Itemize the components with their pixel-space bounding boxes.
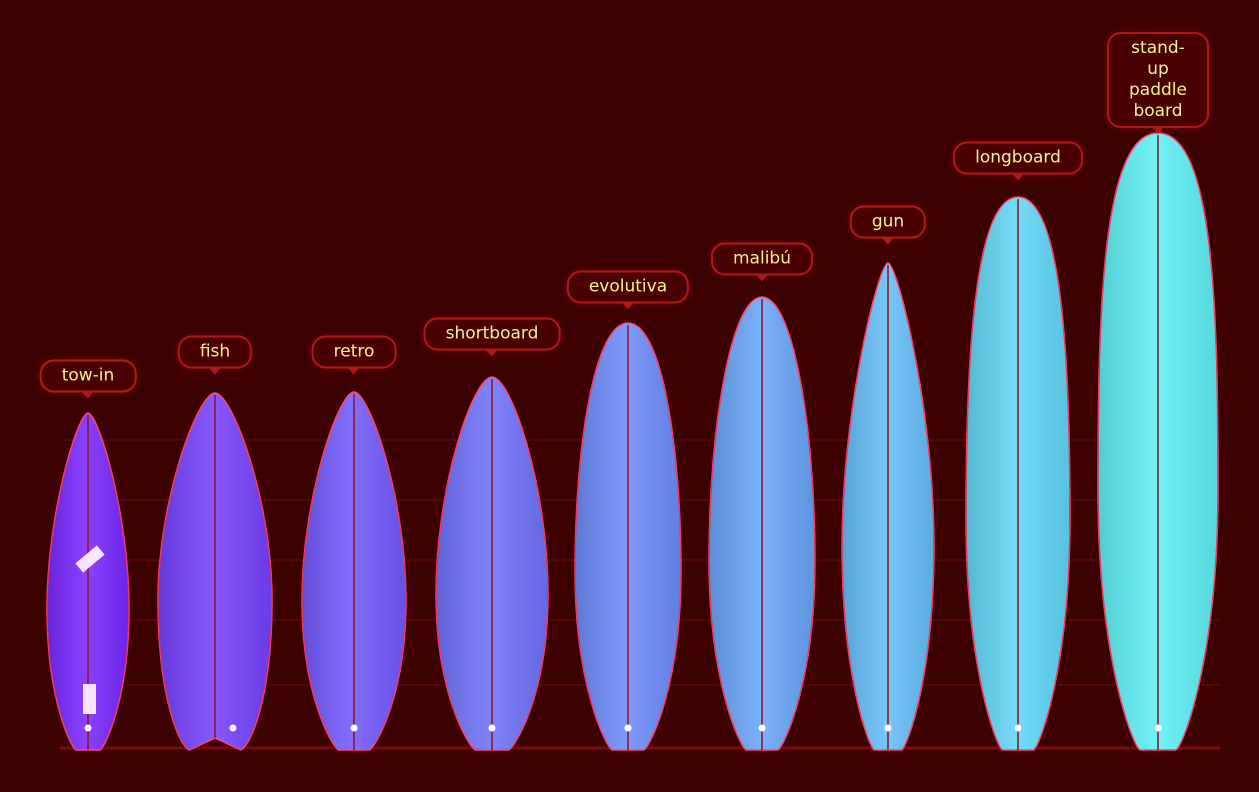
fin-plug — [1154, 724, 1162, 732]
board-label: evolutiva — [566, 270, 690, 310]
fin-plug — [350, 724, 358, 732]
fin-plug — [488, 724, 496, 732]
board-label: shortboard — [423, 317, 561, 357]
board-label: malibú — [711, 242, 813, 282]
board-label: longboard — [953, 141, 1083, 181]
surfboard — [157, 392, 273, 751]
board-label: retro — [311, 335, 397, 375]
surfboard — [46, 412, 130, 751]
board-label: stand-up paddle board — [1107, 32, 1209, 134]
surfboard — [841, 262, 935, 751]
surfboard — [574, 322, 682, 751]
surfboard — [965, 196, 1071, 751]
surfboard — [435, 376, 549, 751]
fin-plug — [229, 724, 237, 732]
board-label: fish — [177, 335, 253, 375]
surfboard — [1097, 132, 1219, 751]
strap — [83, 684, 96, 714]
fin-plug — [1014, 724, 1022, 732]
board-label: gun — [849, 205, 927, 245]
fin-plug — [624, 724, 632, 732]
fin-plug — [884, 724, 892, 732]
surfboard — [301, 391, 407, 751]
board-label: tow-in — [39, 359, 137, 399]
fin-plug — [84, 724, 92, 732]
surfboard — [708, 296, 816, 751]
strap — [75, 545, 105, 573]
fin-plug — [758, 724, 766, 732]
